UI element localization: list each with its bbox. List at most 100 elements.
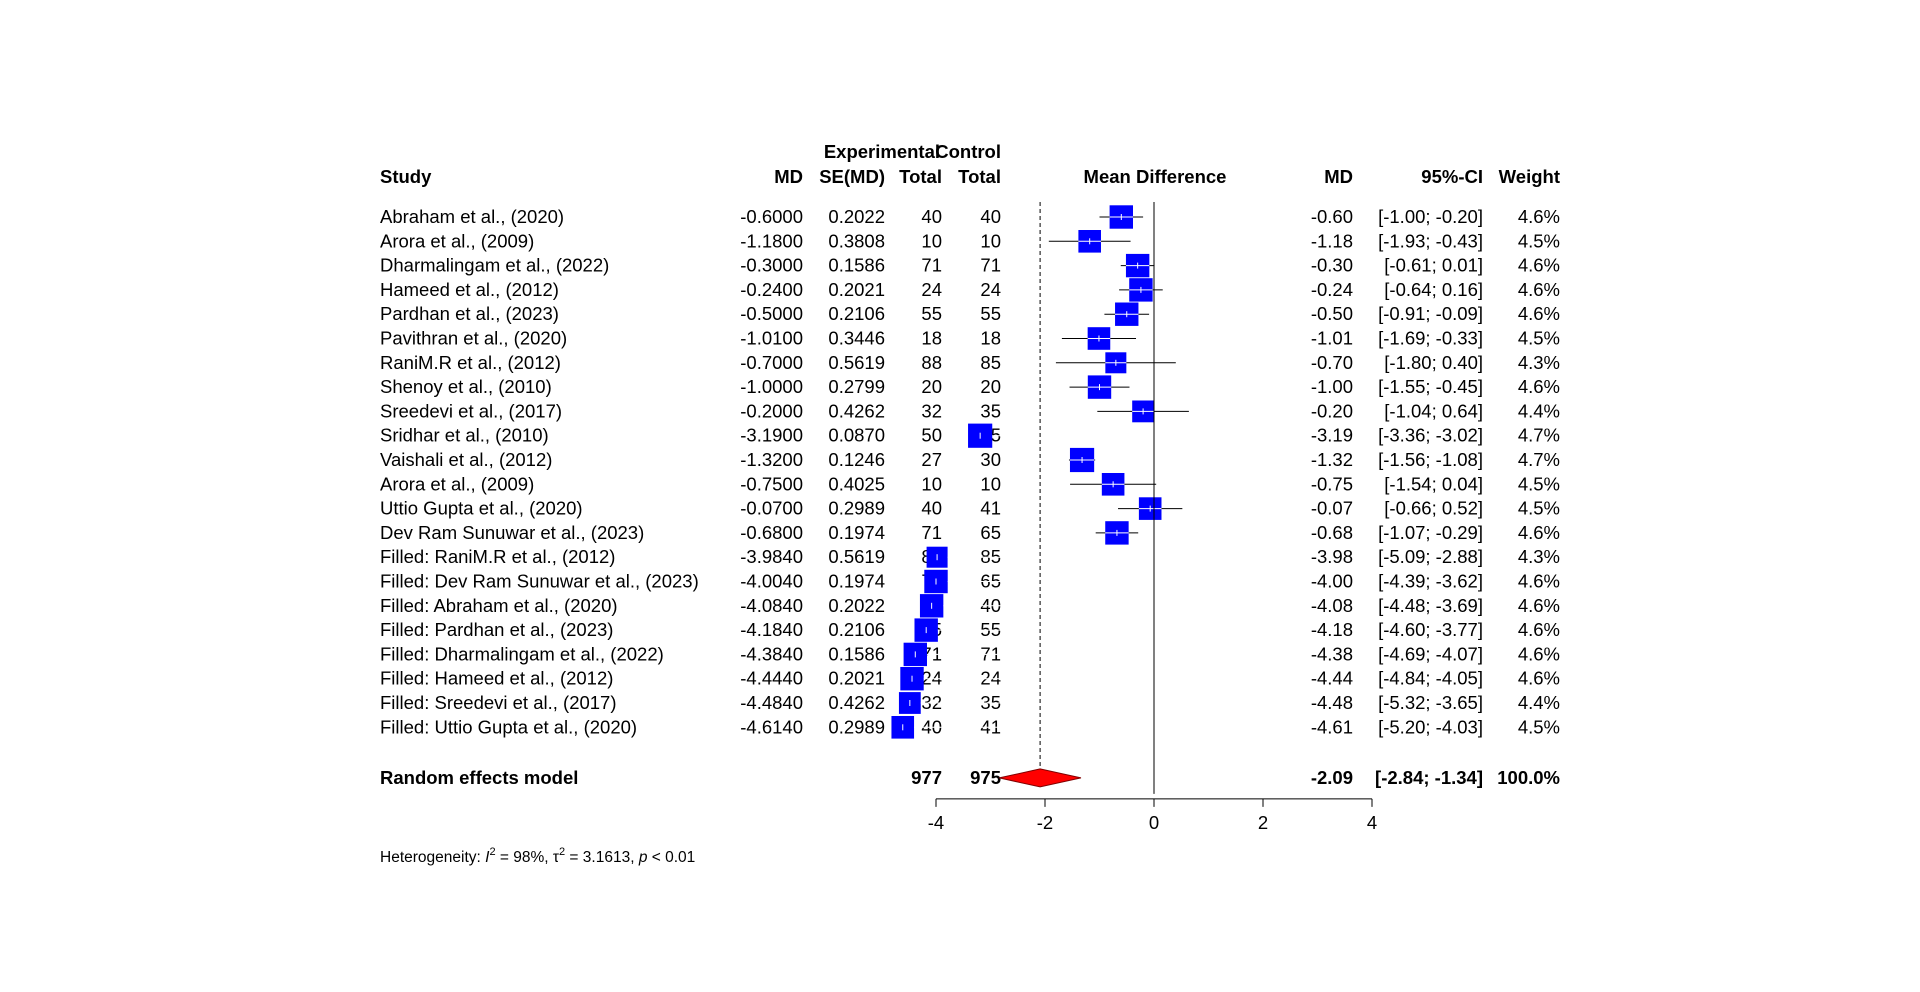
study-label: Filled: Dharmalingam et al., (2022) [380, 643, 664, 664]
study-ci: [-4.39; -3.62] [1378, 571, 1483, 592]
header-md: MD [774, 166, 803, 187]
study-row: Filled: Uttio Gupta et al., (2020) -4.614… [380, 716, 1560, 739]
study-md: -0.3000 [740, 255, 803, 276]
study-md: -0.5000 [740, 303, 803, 324]
study-se: 0.2106 [828, 619, 885, 640]
study-control-total: 18 [980, 328, 1001, 349]
study-se: 0.1586 [828, 255, 885, 276]
study-control-total: 55 [980, 303, 1001, 324]
study-label: Arora et al., (2009) [380, 230, 534, 251]
study-md: -1.3200 [740, 449, 803, 470]
study-experimental-total: 32 [921, 400, 942, 421]
study-ci: [-1.04; 0.64] [1384, 400, 1483, 421]
study-ci: [-4.60; -3.77] [1378, 619, 1483, 640]
study-weight: 4.6% [1518, 571, 1560, 592]
study-ci: [-1.93; -0.43] [1378, 230, 1483, 251]
study-label: Filled: Pardhan et al., (2023) [380, 619, 613, 640]
study-se: 0.4262 [828, 400, 885, 421]
x-axis-tick-label: 2 [1258, 812, 1268, 833]
heterogeneity-text: Heterogeneity: I2 = 98%, τ2 = 3.1613, p … [380, 846, 695, 866]
study-md-right: -1.01 [1311, 328, 1353, 349]
study-md-right: -0.07 [1311, 498, 1353, 519]
study-se: 0.2799 [828, 376, 885, 397]
study-control-total: 35 [980, 400, 1001, 421]
header-md-right: MD [1324, 166, 1353, 187]
study-weight: 4.5% [1518, 716, 1560, 737]
study-md: -1.0100 [740, 328, 803, 349]
study-experimental-total: 88 [921, 352, 942, 373]
study-md: -4.0040 [740, 571, 803, 592]
study-weight: 4.6% [1518, 303, 1560, 324]
study-md-right: -0.20 [1311, 400, 1353, 421]
study-md-right: -0.70 [1311, 352, 1353, 373]
study-md-right: -3.19 [1311, 425, 1353, 446]
study-experimental-total: 27 [921, 449, 942, 470]
study-md-right: -0.50 [1311, 303, 1353, 324]
study-md-right: -0.60 [1311, 206, 1353, 227]
study-experimental-total: 40 [921, 206, 942, 227]
study-weight: 4.4% [1518, 400, 1560, 421]
study-weight: 4.3% [1518, 352, 1560, 373]
study-ci: [-1.56; -1.08] [1378, 449, 1483, 470]
p-value: < 0.01 [647, 849, 695, 866]
study-se: 0.4262 [828, 692, 885, 713]
study-md: -0.2400 [740, 279, 803, 300]
study-md: -0.7000 [740, 352, 803, 373]
study-weight: 4.6% [1518, 595, 1560, 616]
study-se: 0.2021 [828, 668, 885, 689]
study-experimental-total: 24 [921, 279, 942, 300]
study-label: Sridhar et al., (2010) [380, 425, 549, 446]
study-md-right: -4.18 [1311, 619, 1353, 640]
study-ci: [-4.69; -4.07] [1378, 643, 1483, 664]
tau2-value: = 3.1613, [565, 849, 639, 866]
study-row: Arora et al., (2009) -0.7500 0.4025 10 10 -0.… [380, 473, 1560, 496]
study-label: Arora et al., (2009) [380, 473, 534, 494]
study-label: Dev Ram Sunuwar et al., (2023) [380, 522, 644, 543]
study-control-total: 10 [980, 473, 1001, 494]
study-md: -3.1900 [740, 425, 803, 446]
study-ci: [-0.66; 0.52] [1384, 498, 1483, 519]
study-md-right: -1.32 [1311, 449, 1353, 470]
study-label: RaniM.R et al., (2012) [380, 352, 561, 373]
study-control-total: 24 [980, 279, 1001, 300]
study-weight: 4.6% [1518, 206, 1560, 227]
study-ci: [-1.80; 0.40] [1384, 352, 1483, 373]
study-label: Filled: Uttio Gupta et al., (2020) [380, 716, 637, 737]
study-md: -4.4840 [740, 692, 803, 713]
study-weight: 4.5% [1518, 328, 1560, 349]
pooled-experimental-total: 977 [911, 767, 942, 788]
study-row: Dharmalingam et al., (2022) -0.3000 0.1586… [380, 253, 1560, 278]
header-study: Study [380, 166, 432, 187]
pooled-control-total: 975 [970, 767, 1001, 788]
study-label: Hameed et al., (2012) [380, 279, 559, 300]
study-md-right: -4.38 [1311, 643, 1353, 664]
study-md: -0.6800 [740, 522, 803, 543]
study-row: Filled: Hameed et al., (2012) -4.4440 0.20… [380, 667, 1560, 691]
study-experimental-total: 50 [921, 425, 942, 446]
study-se: 0.3446 [828, 328, 885, 349]
study-weight: 4.4% [1518, 692, 1560, 713]
x-axis-tick-label: 4 [1367, 812, 1377, 833]
study-experimental-total: 71 [921, 255, 942, 276]
study-md: -4.6140 [740, 716, 803, 737]
pooled-md: -2.09 [1311, 767, 1353, 788]
study-experimental-total: 20 [921, 376, 942, 397]
header-weight: Weight [1499, 166, 1560, 187]
header-se: SE(MD) [819, 166, 885, 187]
tau2-superscript: 2 [559, 846, 565, 858]
study-weight: 4.6% [1518, 522, 1560, 543]
study-label: Filled: Dev Ram Sunuwar et al., (2023) [380, 571, 699, 592]
header-experimental-total: Total [899, 166, 942, 187]
study-weight: 4.5% [1518, 498, 1560, 519]
study-ci: [-1.07; -0.29] [1378, 522, 1483, 543]
study-md: -0.7500 [740, 473, 803, 494]
study-ci: [-1.55; -0.45] [1378, 376, 1483, 397]
study-ci: [-0.61; 0.01] [1384, 255, 1483, 276]
study-md: -1.1800 [740, 230, 803, 251]
study-ci: [-0.91; -0.09] [1378, 303, 1483, 324]
study-control-total: 71 [980, 255, 1001, 276]
study-md: -1.0000 [740, 376, 803, 397]
header-control: Control [935, 141, 1001, 162]
pooled-label: Random effects model [380, 767, 578, 788]
